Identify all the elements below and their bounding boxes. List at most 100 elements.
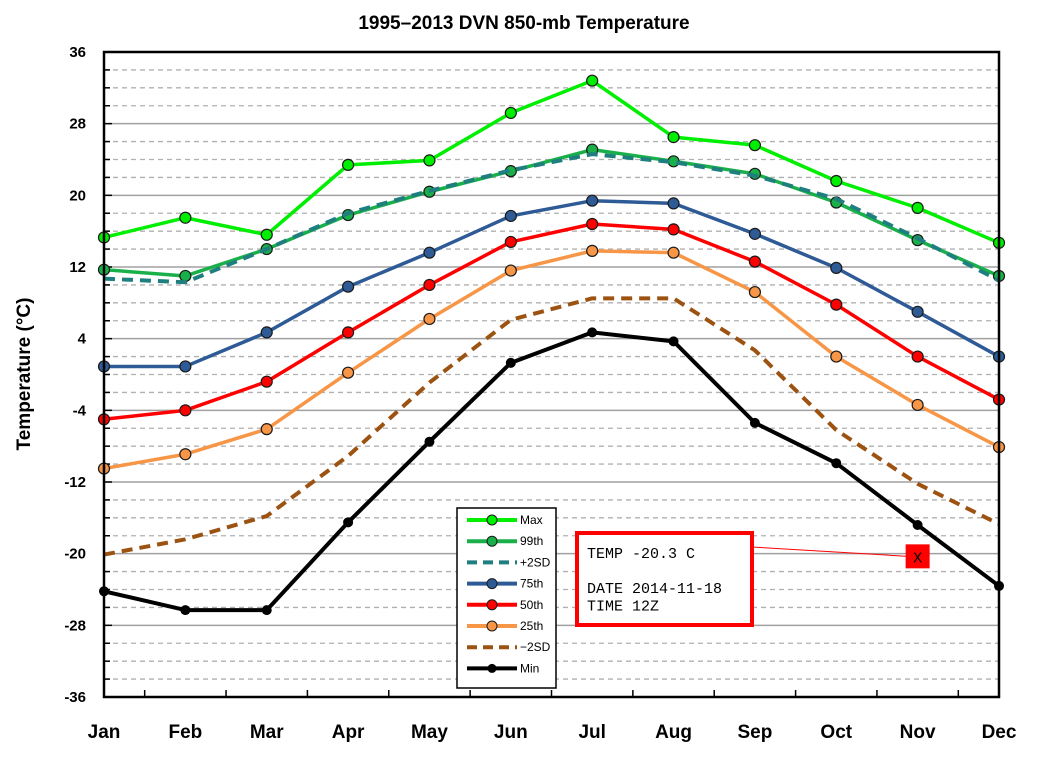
data-point — [586, 217, 599, 231]
data-point — [179, 448, 192, 461]
legend-label: 25th — [520, 619, 543, 633]
x-tick-label: Dec — [982, 722, 1017, 743]
legend-item: 50th — [467, 598, 543, 612]
y-tick-label: 20 — [69, 187, 86, 204]
legend-marker — [486, 514, 498, 526]
annotation-text-line: TEMP -20.3 C — [587, 546, 695, 563]
data-point — [586, 74, 599, 87]
legend-label: Min — [520, 661, 539, 675]
series-min — [99, 327, 1004, 616]
x-tick-label: Apr — [332, 722, 365, 743]
data-point — [504, 106, 517, 120]
series-75th — [97, 194, 1006, 373]
data-point — [260, 423, 273, 436]
y-tick-label: -28 — [64, 617, 86, 634]
data-point — [911, 305, 924, 318]
legend-marker — [486, 620, 498, 632]
data-point — [668, 336, 679, 347]
data-point — [504, 209, 517, 223]
x-tick-label: Oct — [820, 722, 852, 743]
legend-item: Min — [467, 661, 539, 675]
data-point — [667, 223, 680, 236]
plot-frame — [102, 50, 1001, 699]
y-tick-label: -4 — [73, 402, 87, 419]
y-tick-label: -36 — [64, 689, 86, 706]
y-tick-label: 12 — [69, 259, 86, 276]
y-axis-ticks: 36 28 20 12 4 -4 -12 -20 -28 -36 — [64, 44, 112, 706]
x-tick-label: Jan — [88, 722, 121, 743]
legend-item: 99th — [467, 534, 543, 548]
data-point — [423, 154, 436, 167]
legend-item: Max — [467, 513, 543, 527]
legend-item: +2SD — [467, 555, 551, 569]
data-point — [260, 228, 273, 241]
series-25th — [97, 244, 1006, 475]
series-line — [104, 198, 1000, 369]
legend: Max 99th +2SD 75th 50th 25th −2SD Min — [456, 507, 557, 689]
data-point — [586, 194, 599, 207]
data-point — [179, 404, 192, 417]
data-point — [341, 326, 355, 339]
legend-box — [456, 507, 557, 689]
data-point — [667, 246, 680, 259]
legend-marker — [486, 578, 498, 590]
legend-label: −2SD — [520, 640, 551, 654]
data-point — [749, 417, 760, 428]
data-point — [748, 285, 762, 299]
series-line — [103, 296, 1000, 557]
x-tick-label: May — [411, 722, 448, 743]
y-tick-label: 36 — [69, 44, 86, 61]
x-axis-ticks: Jan Feb Mar Apr May Jun Jul Aug Sep Oct Nov Dec — [88, 690, 1017, 743]
data-point — [423, 246, 436, 259]
legend-label: +2SD — [520, 555, 551, 569]
x-tick-label: Nov — [900, 722, 936, 743]
series-group — [97, 74, 1006, 616]
legend-item: −2SD — [467, 640, 551, 654]
data-point — [911, 350, 924, 363]
annotation-box — [575, 531, 754, 627]
y-axis-label: Temperature (°C) — [14, 298, 35, 451]
data-point — [830, 298, 843, 311]
legend-item: 75th — [467, 577, 543, 591]
annotation-text-line: DATE 2014-11-18 — [587, 581, 722, 598]
series-line — [103, 152, 1000, 285]
data-point — [180, 605, 191, 616]
legend-label: 99th — [520, 534, 543, 548]
data-point — [341, 366, 355, 379]
data-point — [587, 327, 598, 338]
legend-marker — [487, 663, 497, 673]
data-point — [343, 517, 354, 528]
annotation-leader-line — [751, 546, 908, 557]
x-tick-label: Jul — [578, 722, 605, 743]
x-tick-label: Aug — [655, 722, 692, 743]
data-point — [911, 201, 924, 214]
data-point — [423, 312, 436, 326]
legend-marker — [486, 599, 498, 611]
series-plusminus-2sd — [103, 152, 1000, 285]
data-point — [667, 131, 680, 144]
data-point — [504, 235, 517, 249]
data-point — [830, 350, 843, 363]
y-tick-label: -20 — [64, 546, 86, 563]
data-point — [748, 139, 762, 152]
data-point — [586, 244, 599, 257]
data-point — [179, 211, 192, 224]
data-point — [830, 261, 843, 274]
legend-label: 75th — [520, 577, 543, 591]
x-tick-label: Jun — [494, 722, 528, 743]
data-point — [748, 227, 762, 240]
data-point — [341, 158, 355, 171]
series-line — [103, 330, 1001, 613]
series-line — [103, 222, 1000, 422]
series-minus-2sd — [103, 296, 1000, 557]
x-tick-label: Feb — [168, 722, 202, 743]
legend-label: 50th — [520, 598, 543, 612]
data-point — [423, 278, 436, 292]
legend-label: Max — [520, 513, 543, 527]
annotation-marker-label: X — [913, 550, 922, 567]
data-point — [667, 197, 680, 210]
y-tick-label: 28 — [69, 116, 86, 133]
x-tick-label: Sep — [737, 722, 772, 743]
